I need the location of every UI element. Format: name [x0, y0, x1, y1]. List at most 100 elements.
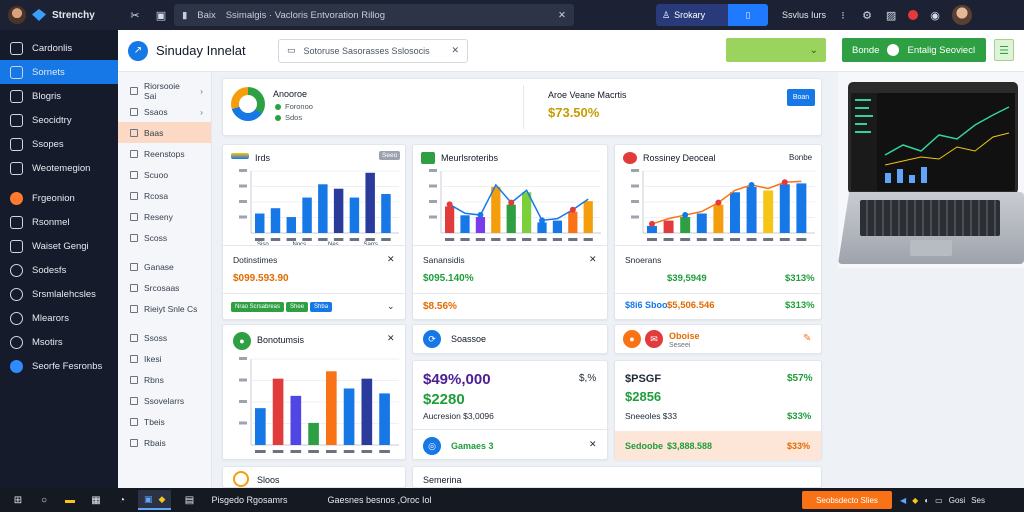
green-dropdown[interactable]: ⌄	[726, 38, 826, 62]
last-left-card: Sloos	[222, 466, 406, 488]
sidebar-item[interactable]: Frgeonion	[0, 186, 118, 210]
taskbar-app[interactable]: Gaesnes besnos ,Oroc Iol	[321, 490, 437, 510]
shield-icon[interactable]: ◆	[912, 495, 919, 505]
sidebar-item[interactable]: Waiset Gengi	[0, 234, 118, 258]
sidebar-item[interactable]: Sornets	[0, 60, 118, 84]
subnav-item[interactable]: Rbns	[118, 369, 211, 390]
oboise-header: ● ✉ Oboise Seseei ✎	[614, 324, 822, 354]
primary-action-button[interactable]: Bonde Entalig Seoviecl	[842, 38, 986, 62]
sidebar-item[interactable]: Seorfe Fesronbs	[0, 354, 118, 378]
subnav-item[interactable]: Tbeis	[118, 411, 211, 432]
grid-icon[interactable]: ▦	[91, 494, 101, 506]
document-icon[interactable]: ▤	[184, 494, 195, 506]
panel-badge[interactable]: Seeo	[379, 151, 401, 160]
taskbar-notification[interactable]: Seobsdecto Slies	[802, 491, 892, 509]
taskbar-app-label: Gaesnes besnos ,Oroc Iol	[327, 495, 432, 505]
clear-filter-icon[interactable]: ✕	[451, 45, 459, 55]
profile-avatar[interactable]	[952, 5, 973, 25]
sidebar-item[interactable]: Ssopes	[0, 132, 118, 156]
trend-point	[539, 217, 546, 224]
subnav-item[interactable]: Reenstops	[118, 143, 211, 164]
settings-icon[interactable]: ⚙	[862, 9, 872, 22]
pill[interactable]: Nrao Scrsabreas	[231, 302, 285, 312]
subnav-item[interactable]: Riorsooie Sai ›	[118, 80, 211, 101]
folder-icon[interactable]: ▬	[65, 494, 75, 506]
sidebar-item[interactable]: Msotirs	[0, 330, 118, 354]
divider	[413, 429, 607, 430]
subnav-item[interactable]: Reseny	[118, 206, 211, 227]
date-label[interactable]: Ses	[971, 495, 985, 505]
panel-title: Sloos	[257, 475, 280, 485]
image-icon[interactable]: ▨	[885, 9, 897, 22]
close-icon[interactable]: ✕	[387, 254, 395, 264]
subnav-item[interactable]: Baas	[118, 122, 211, 143]
panel-badge[interactable]: Bonbe	[789, 153, 813, 162]
taskbar-app[interactable]: Pisgedo Rgosamrs	[205, 490, 293, 510]
sidebar-item[interactable]: Cardonlis	[0, 36, 118, 60]
bar	[713, 204, 724, 233]
subnav-item[interactable]: Ssovelarrs	[118, 390, 211, 411]
subnav-label: Ssoss	[144, 332, 168, 343]
y-tick	[239, 215, 247, 219]
subnav-item[interactable]: Srcosaas	[118, 277, 211, 298]
clock-label[interactable]: Gosi	[948, 495, 966, 505]
overview-chip-button[interactable]: Boan	[787, 89, 815, 106]
document-icon[interactable]: ▯	[728, 4, 768, 26]
app-icon: ◆	[158, 493, 166, 504]
sidebar-item[interactable]: Blogris	[0, 84, 118, 108]
pill[interactable]: Shba	[310, 302, 333, 312]
item-icon	[130, 262, 138, 271]
sidebar-item[interactable]: Weotemegion	[0, 156, 118, 180]
user-label[interactable]: Ssvlus Iurs	[782, 10, 827, 20]
subnav-item[interactable]: Ssoss	[118, 327, 211, 348]
subnav-item[interactable]: Ikesi	[118, 348, 211, 369]
close-icon[interactable]: ✕	[589, 439, 597, 449]
subnav-item[interactable]: Ganase	[118, 256, 211, 277]
taskbar-app-active[interactable]: ▣ ◆	[138, 490, 172, 510]
tools-icon[interactable]: ✂	[130, 9, 140, 22]
help-icon[interactable]: ◉	[930, 9, 940, 22]
menu-icon[interactable]: ☰	[994, 39, 1014, 61]
subnav-item[interactable]: Rieiyt Snle Cs	[118, 298, 211, 319]
close-icon[interactable]: ✕	[387, 333, 395, 343]
sidebar-item[interactable]: Mlearors	[0, 306, 118, 330]
subnav-label: Ikesi	[144, 353, 162, 364]
battery-icon[interactable]: ▭	[935, 495, 943, 505]
close-icon[interactable]: ✕	[558, 9, 566, 21]
overview-title: Anooroe	[273, 89, 308, 99]
pin-icon[interactable]: ⁝	[841, 9, 845, 22]
globe-icon	[10, 359, 23, 373]
top-action-button[interactable]: ♙ Srokary	[656, 4, 728, 26]
subnav-item[interactable]: Scoss	[118, 227, 211, 248]
top-action-group[interactable]: ♙ Srokary ▯	[656, 4, 768, 26]
bar	[506, 204, 516, 233]
subnav-label: Riorsooie Sai	[144, 80, 180, 101]
user-avatar[interactable]	[8, 6, 26, 24]
notification-icon[interactable]	[908, 10, 919, 20]
subnav-item[interactable]: Rcosa	[118, 185, 211, 206]
sidebar-item[interactable]: Srsmlalehcsles	[0, 282, 118, 306]
volume-icon[interactable]: ◐	[924, 495, 930, 505]
sidebar-item[interactable]: Seocidtry	[0, 108, 118, 132]
window-icon[interactable]: ▣	[155, 9, 167, 22]
start-icon[interactable]: ⊞	[13, 494, 23, 506]
x-tick	[746, 238, 757, 241]
pill[interactable]: Shee	[286, 302, 309, 312]
network-icon[interactable]: ◀	[900, 495, 907, 505]
subnav-item[interactable]: Ssaos ›	[118, 101, 211, 122]
y-tick	[239, 200, 247, 203]
subnav-item[interactable]: Scuoo	[118, 164, 211, 185]
sidebar-toggle-icon[interactable]: ▮	[182, 9, 188, 21]
sidebar-item[interactable]: Sodesfs	[0, 258, 118, 282]
highlight-row[interactable]: Sedoobe $3,888.588 $33%	[615, 431, 821, 460]
edge-icon[interactable]: ◔	[118, 494, 126, 506]
edit-icon[interactable]: ✎	[803, 333, 812, 344]
close-icon[interactable]: ✕	[589, 254, 597, 264]
search-icon[interactable]: ○	[40, 494, 48, 506]
chevron-down-icon[interactable]: ⌄	[387, 301, 395, 311]
panel-title: Irds	[255, 153, 271, 163]
top-search-bar[interactable]: ▮ Baix Ssimalgis · Vacloris Entvoration …	[174, 4, 574, 26]
filter-field[interactable]: ▭ Sotoruse Sasorasses Sslosocis ✕	[278, 38, 468, 63]
subnav-item[interactable]: Rbais	[118, 432, 211, 453]
sidebar-item[interactable]: Rsonmel	[0, 210, 118, 234]
